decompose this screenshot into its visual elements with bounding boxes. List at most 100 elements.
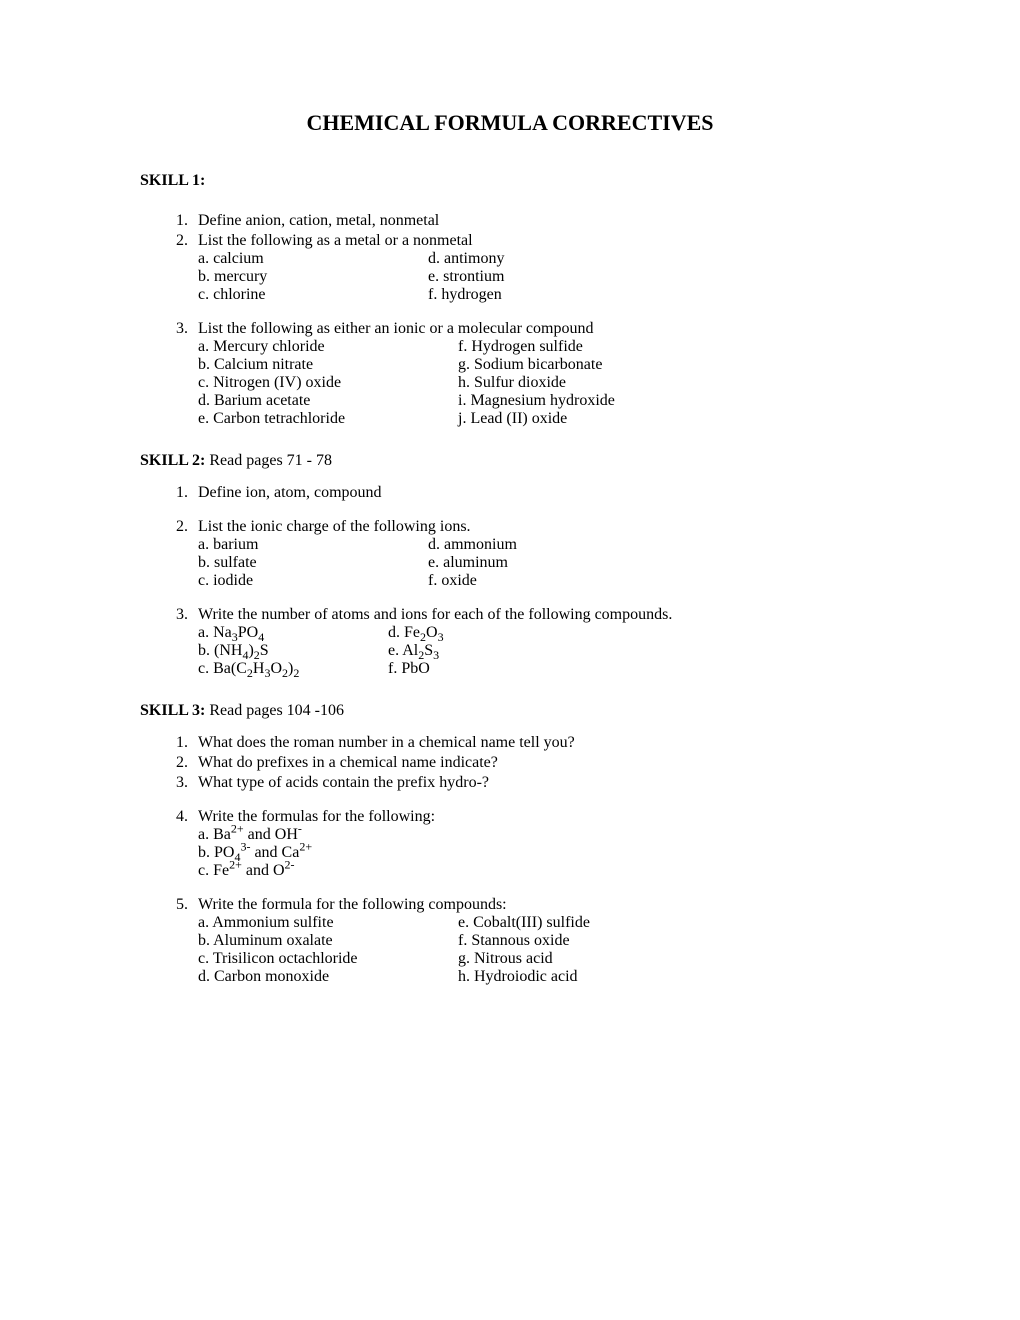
sub-item: f. PbO: [388, 660, 444, 678]
sub-list: a. Ba2+ and OH- b. PO43- and Ca2+ c. Fe2…: [176, 826, 880, 880]
sub-item: b. Aluminum oxalate: [198, 932, 458, 950]
item-number: 3.: [176, 606, 198, 624]
page-title: CHEMICAL FORMULA CORRECTIVES: [140, 110, 880, 136]
item-text: What type of acids contain the prefix hy…: [198, 774, 489, 791]
sub-item: f. Stannous oxide: [458, 932, 590, 950]
sub-item: d. Fe2O3: [388, 624, 444, 642]
item-number: 4.: [176, 808, 198, 826]
item-text: What do prefixes in a chemical name indi…: [198, 754, 498, 771]
skill-3-list: 1.What does the roman number in a chemic…: [140, 734, 880, 986]
item-number: 3.: [176, 774, 198, 792]
column-left: a. calcium b. mercury c. chlorine: [198, 250, 428, 304]
item-number: 1.: [176, 484, 198, 502]
sub-item: h. Sulfur dioxide: [458, 374, 615, 392]
skill-3-block: SKILL 3: Read pages 104 -106 1.What does…: [140, 702, 880, 986]
sub-item: c. iodide: [198, 572, 428, 590]
sub-item: g. Nitrous acid: [458, 950, 590, 968]
sub-list: a. Na3PO4 b. (NH4)2S c. Ba(C2H3O2)2 d. F…: [176, 624, 880, 678]
sub-item: b. (NH4)2S: [198, 642, 388, 660]
column-left: a. Ammonium sulfite b. Aluminum oxalate …: [198, 914, 458, 986]
sub-item: g. Sodium bicarbonate: [458, 356, 615, 374]
item-number: 2.: [176, 518, 198, 536]
sub-list: a. barium b. sulfate c. iodide d. ammoni…: [176, 536, 880, 590]
item-text: List the ionic charge of the following i…: [198, 518, 471, 535]
item-text: Write the formula for the following comp…: [198, 896, 507, 913]
sub-item: a. Mercury chloride: [198, 338, 458, 356]
list-item: 1.What does the roman number in a chemic…: [176, 734, 880, 752]
item-number: 3.: [176, 320, 198, 338]
skill-2-suffix: Read pages 71 - 78: [205, 452, 332, 469]
item-number: 2.: [176, 754, 198, 772]
document-page: CHEMICAL FORMULA CORRECTIVES SKILL 1: 1.…: [0, 0, 1020, 1070]
list-item: 2.What do prefixes in a chemical name in…: [176, 754, 880, 772]
sub-item: j. Lead (II) oxide: [458, 410, 615, 428]
item-text: Define anion, cation, metal, nonmetal: [198, 212, 439, 229]
item-number: 1.: [176, 212, 198, 230]
list-item: 3.List the following as either an ionic …: [176, 320, 880, 428]
sub-item: a. Ammonium sulfite: [198, 914, 458, 932]
item-text: What does the roman number in a chemical…: [198, 734, 575, 751]
list-item: 1.Define anion, cation, metal, nonmetal: [176, 212, 880, 230]
item-text: List the following as either an ionic or…: [198, 320, 593, 337]
sub-item: b. mercury: [198, 268, 428, 286]
sub-item: f. Hydrogen sulfide: [458, 338, 615, 356]
column-right: f. Hydrogen sulfide g. Sodium bicarbonat…: [458, 338, 615, 428]
sub-item: f. hydrogen: [428, 286, 504, 304]
column-right: e. Cobalt(III) sulfide f. Stannous oxide…: [458, 914, 590, 986]
list-item: 2.List the ionic charge of the following…: [176, 518, 880, 590]
item-number: 5.: [176, 896, 198, 914]
item-text: Write the number of atoms and ions for e…: [198, 606, 672, 623]
skill-2-list: 1.Define ion, atom, compound 2.List the …: [140, 484, 880, 678]
skill-1-label: SKILL 1:: [140, 172, 880, 190]
list-item: 1.Define ion, atom, compound: [176, 484, 880, 502]
skill-1-list: 1.Define anion, cation, metal, nonmetal …: [140, 212, 880, 428]
sub-item: e. Al2S3: [388, 642, 444, 660]
sub-item: c. Trisilicon octachloride: [198, 950, 458, 968]
sub-item: e. strontium: [428, 268, 504, 286]
sub-item: a. barium: [198, 536, 428, 554]
skill-3-suffix: Read pages 104 -106: [205, 702, 344, 719]
sub-list: a. Ammonium sulfite b. Aluminum oxalate …: [176, 914, 880, 986]
item-number: 1.: [176, 734, 198, 752]
sub-item: f. oxide: [428, 572, 517, 590]
column-right: d. Fe2O3 e. Al2S3 f. PbO: [388, 624, 444, 678]
list-item: 3.What type of acids contain the prefix …: [176, 774, 880, 792]
skill-2-block: SKILL 2: Read pages 71 - 78 1.Define ion…: [140, 452, 880, 678]
skill-3-label: SKILL 3:: [140, 702, 205, 719]
skill-2-label-line: SKILL 2: Read pages 71 - 78: [140, 452, 880, 470]
sub-item: d. Carbon monoxide: [198, 968, 458, 986]
sub-item: c. Ba(C2H3O2)2: [198, 660, 388, 678]
sub-item: e. Cobalt(III) sulfide: [458, 914, 590, 932]
column-left: a. barium b. sulfate c. iodide: [198, 536, 428, 590]
skill-1-block: SKILL 1: 1.Define anion, cation, metal, …: [140, 172, 880, 428]
sub-item: d. ammonium: [428, 536, 517, 554]
column-right: d. ammonium e. aluminum f. oxide: [428, 536, 517, 590]
sub-item: b. PO43- and Ca2+: [198, 844, 880, 862]
skill-2-label: SKILL 2:: [140, 452, 205, 469]
sub-item: c. Fe2+ and O2-: [198, 862, 880, 880]
sub-item: c. chlorine: [198, 286, 428, 304]
sub-item: h. Hydroiodic acid: [458, 968, 590, 986]
skill-3-label-line: SKILL 3: Read pages 104 -106: [140, 702, 880, 720]
item-number: 2.: [176, 232, 198, 250]
sub-item: b. sulfate: [198, 554, 428, 572]
list-item: 2.List the following as a metal or a non…: [176, 232, 880, 304]
sub-item: d. antimony: [428, 250, 504, 268]
sub-item: a. calcium: [198, 250, 428, 268]
item-text: List the following as a metal or a nonme…: [198, 232, 473, 249]
sub-item: i. Magnesium hydroxide: [458, 392, 615, 410]
sub-item: c. Nitrogen (IV) oxide: [198, 374, 458, 392]
sub-list: a. Mercury chloride b. Calcium nitrate c…: [176, 338, 880, 428]
column-left: a. Na3PO4 b. (NH4)2S c. Ba(C2H3O2)2: [198, 624, 388, 678]
list-item: 5.Write the formula for the following co…: [176, 896, 880, 986]
sub-item: a. Na3PO4: [198, 624, 388, 642]
item-text: Define ion, atom, compound: [198, 484, 382, 501]
list-item: 3.Write the number of atoms and ions for…: [176, 606, 880, 678]
sub-item: b. Calcium nitrate: [198, 356, 458, 374]
sub-item: e. Carbon tetrachloride: [198, 410, 458, 428]
column-right: d. antimony e. strontium f. hydrogen: [428, 250, 504, 304]
sub-item: d. Barium acetate: [198, 392, 458, 410]
sub-item: e. aluminum: [428, 554, 517, 572]
sub-list: a. calcium b. mercury c. chlorine d. ant…: [176, 250, 880, 304]
list-item: 4.Write the formulas for the following: …: [176, 808, 880, 880]
